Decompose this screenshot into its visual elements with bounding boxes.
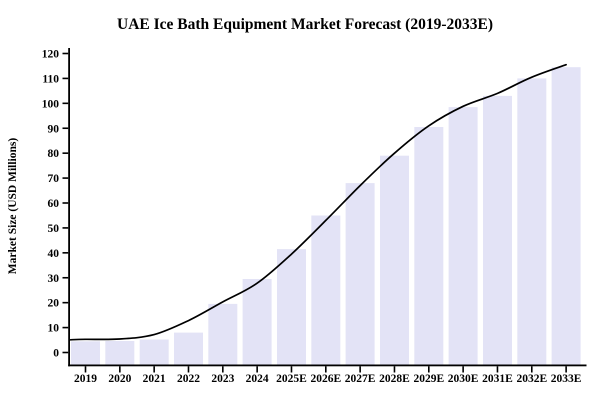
x-tick-label: 2021	[143, 373, 166, 385]
y-tick-label: 120	[42, 49, 60, 61]
x-tick-label: 2026E	[310, 373, 341, 385]
y-axis-spine	[68, 48, 70, 367]
y-tick-label: 40	[48, 248, 60, 260]
x-tick-label: 2025E	[276, 373, 307, 385]
y-axis-title: Market Size (USD Millions)	[7, 138, 19, 275]
bar-2019	[71, 341, 100, 365]
bar-2033E	[551, 67, 581, 365]
bar-2031E	[483, 95, 512, 365]
x-tick-label: 2019	[74, 373, 97, 385]
y-tick-label: 100	[42, 98, 60, 110]
x-axis-ticks: 2019 2020 2021 2022 2023 2024 2025E 2026E 2027E 2…	[74, 366, 582, 385]
bar-2021	[139, 339, 169, 365]
y-tick-label: 90	[48, 123, 60, 135]
bar-2025E	[277, 249, 306, 365]
bar-2027E	[345, 183, 375, 365]
y-tick-label: 0	[53, 348, 59, 360]
y-tick-label: 20	[48, 298, 60, 310]
y-tick-label: 80	[48, 148, 60, 160]
trend-line	[69, 63, 567, 341]
bar-2023	[208, 303, 238, 365]
bar-2024	[242, 279, 272, 365]
chart-title: UAE Ice Bath Equipment Market Forecast (…	[117, 16, 493, 33]
x-tick-label: 2030E	[448, 373, 479, 385]
bar-2032E	[517, 78, 547, 365]
x-tick-label: 2033E	[551, 373, 582, 385]
x-axis-spine	[68, 364, 587, 367]
bar-2022	[174, 332, 203, 365]
y-tick-label: 110	[42, 73, 59, 85]
x-tick-label: 2031E	[482, 373, 513, 385]
x-tick-label: 2020	[108, 373, 131, 385]
bar-2029E	[414, 127, 444, 365]
bar-2026E	[311, 215, 341, 365]
y-tick-label: 30	[48, 273, 60, 285]
bar-2030E	[448, 107, 478, 365]
y-tick-label: 10	[48, 323, 60, 335]
x-tick-label: 2023	[211, 373, 234, 385]
x-tick-label: 2027E	[345, 373, 376, 385]
y-axis-ticks: 0 10 20 30 40 50 60 70 80 90 100 110 120	[42, 49, 69, 360]
x-tick-label: 2029E	[413, 373, 444, 385]
bar-2020	[105, 341, 135, 365]
x-tick-label: 2032E	[516, 373, 547, 385]
bar-2028E	[380, 155, 409, 365]
x-tick-label: 2028E	[379, 373, 410, 385]
axes-group	[68, 48, 587, 367]
y-tick-label: 60	[48, 198, 60, 210]
y-tick-label: 70	[48, 173, 60, 185]
y-tick-label: 50	[48, 223, 60, 235]
x-tick-label: 2022	[177, 373, 200, 385]
bars-group	[71, 67, 581, 365]
x-tick-label: 2024	[246, 373, 269, 385]
